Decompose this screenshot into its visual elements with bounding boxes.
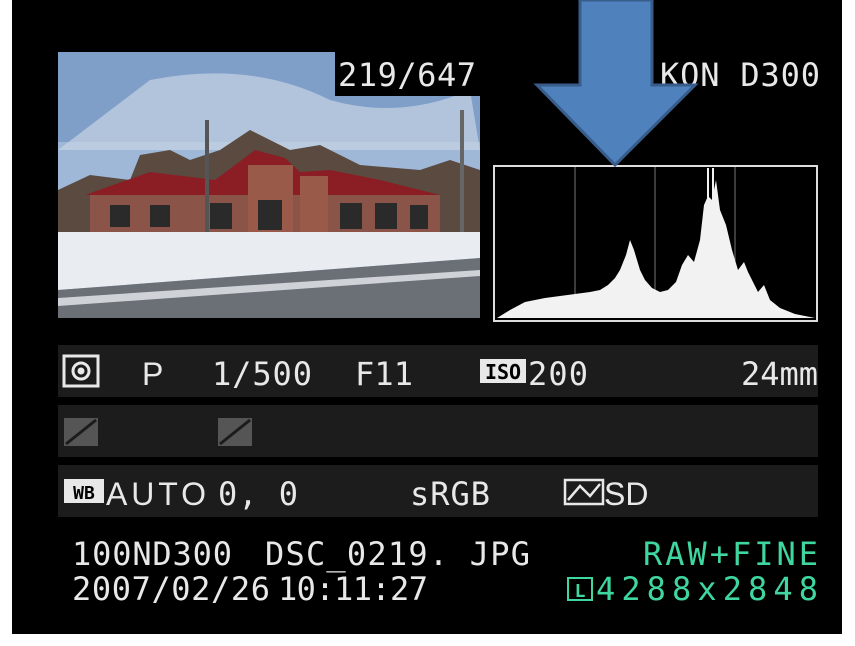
wb-icon-text: WB bbox=[73, 483, 95, 504]
image-size: 4288x2848 bbox=[596, 570, 818, 608]
shutter-speed: 1/500 bbox=[212, 355, 312, 393]
size-icon-text: L bbox=[575, 581, 586, 602]
shape bbox=[258, 200, 282, 230]
exposure-comp-icon bbox=[64, 418, 98, 446]
shape bbox=[79, 369, 83, 373]
shape bbox=[375, 203, 397, 229]
flash-comp-icon bbox=[218, 418, 252, 446]
shape bbox=[460, 110, 464, 240]
shape bbox=[340, 203, 362, 229]
shape bbox=[210, 203, 232, 229]
band bbox=[58, 345, 818, 397]
color-space: sRGB bbox=[410, 475, 490, 513]
shape bbox=[150, 205, 170, 227]
histogram bbox=[494, 166, 817, 321]
folder: 100ND300 bbox=[72, 535, 232, 573]
image-counter: 219/647 bbox=[338, 56, 476, 94]
aperture: F11 bbox=[355, 355, 413, 393]
date: 2007/02/26 bbox=[72, 570, 270, 608]
exposure-mode: P bbox=[142, 356, 163, 392]
focal-length: 24mm bbox=[741, 355, 818, 393]
screen: 219/647 KON D300 P 1/500 F11 ISO 200 24m… bbox=[0, 0, 855, 646]
shape bbox=[110, 205, 130, 227]
band bbox=[58, 405, 818, 457]
time: 10:11:27 bbox=[278, 570, 428, 608]
iso-value: 200 bbox=[528, 355, 588, 393]
shape bbox=[300, 176, 328, 233]
wb-fine-tune: 0, 0 bbox=[218, 475, 298, 513]
shape bbox=[410, 205, 428, 229]
picture-control: SD bbox=[604, 476, 648, 512]
iso-icon-text: ISO bbox=[485, 360, 521, 384]
